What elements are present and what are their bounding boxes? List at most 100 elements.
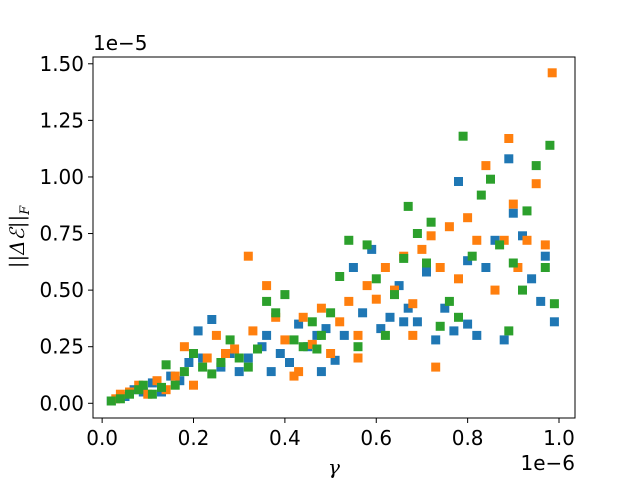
data-point-s0-p9	[193, 326, 203, 336]
data-point-s2-p42	[467, 251, 477, 261]
y-axis-ticks: 0.00 0.25 0.50 0.75 1.00 1.25 1.50	[39, 52, 93, 415]
data-point-s1-p35	[431, 362, 441, 372]
data-point-s1-p14	[243, 251, 253, 261]
data-point-s2-p27	[344, 235, 354, 245]
data-point-s1-p52	[294, 367, 304, 377]
data-point-s2-p12	[207, 369, 217, 379]
data-point-s2-p51	[540, 263, 550, 272]
data-point-s0-p15	[243, 353, 253, 363]
data-point-s2-p17	[253, 344, 262, 354]
data-point-s1-p33	[417, 244, 427, 254]
data-point-s1-p10	[202, 353, 212, 363]
data-point-s2-p26	[335, 272, 345, 281]
data-point-s1-p6	[161, 385, 171, 395]
data-point-s2-p38	[435, 321, 445, 331]
y-tick-label: 0.75	[39, 222, 84, 246]
data-point-s2-p10	[189, 349, 198, 358]
data-point-s2-p31	[380, 330, 390, 340]
data-point-s2-p40	[454, 312, 463, 322]
data-point-s0-p23	[321, 324, 331, 334]
x-axis-ticks: 0.0 0.2 0.4 0.6 0.8 1.0	[86, 418, 575, 450]
data-point-s0-p33	[412, 317, 422, 327]
data-point-s2-p25	[326, 308, 336, 318]
x-tick-label: 0.0	[86, 426, 118, 450]
data-point-s2-p8	[170, 380, 180, 390]
data-point-s2-p11	[198, 362, 208, 372]
data-point-s0-p20	[294, 319, 304, 329]
data-point-s0-p41	[481, 263, 491, 272]
data-point-s0-p26	[348, 263, 358, 272]
data-point-s0-p48	[536, 296, 546, 306]
data-point-s1-p32	[408, 299, 418, 309]
data-point-s0-p54	[262, 330, 272, 340]
data-point-s1-p50	[508, 199, 518, 209]
data-point-s0-p40	[472, 330, 482, 340]
data-point-s0-p10	[198, 353, 208, 363]
data-point-s2-p24	[316, 330, 326, 340]
data-point-s0-p28	[367, 244, 377, 254]
data-point-s0-p44	[504, 154, 514, 164]
data-point-s1-p16	[262, 281, 272, 291]
data-point-s2-p16	[243, 362, 253, 372]
data-point-s1-p53	[353, 353, 363, 363]
data-point-s0-p29	[376, 324, 386, 334]
data-point-s1-p23	[326, 349, 336, 358]
x-offset-text: 1e−6	[520, 451, 575, 475]
data-point-s2-p18	[262, 296, 272, 306]
data-point-s1-p36	[435, 263, 445, 272]
x-tick-label: 0.8	[452, 426, 484, 450]
data-point-s1-p4	[143, 389, 153, 399]
plot-frame	[92, 56, 576, 419]
y-offset-text: 1e−5	[93, 31, 148, 55]
data-point-s2-p28	[353, 342, 363, 352]
data-point-s0-p27	[358, 308, 368, 318]
data-point-s1-p34	[426, 231, 436, 241]
data-point-s0-p5	[157, 387, 166, 397]
data-point-s2-p20	[280, 290, 290, 300]
data-point-s2-p47	[508, 258, 518, 268]
y-tick-label: 1.00	[39, 165, 84, 189]
data-point-s2-p53	[549, 299, 559, 309]
data-point-s0-p50	[549, 317, 559, 327]
data-point-s2-p15	[234, 353, 244, 363]
data-point-s1-p38	[454, 274, 463, 284]
data-point-s0-p47	[527, 274, 537, 284]
data-point-s1-p49	[547, 68, 557, 78]
data-point-s0-p30	[385, 312, 395, 322]
x-tick-label: 0.6	[360, 426, 392, 450]
data-point-s0-p7	[175, 376, 185, 386]
x-axis-label: γ	[328, 455, 340, 479]
data-point-s1-p45	[513, 263, 523, 272]
data-point-s0-p45	[508, 208, 518, 218]
y-tick-label: 1.50	[39, 52, 84, 76]
data-point-s1-p39	[463, 213, 473, 223]
data-point-s1-p29	[380, 263, 390, 272]
data-point-s2-p7	[161, 360, 171, 370]
data-point-s1-p27	[362, 281, 372, 291]
data-point-s2-p39	[444, 296, 454, 306]
y-tick-label: 0.50	[39, 278, 84, 302]
data-point-s0-p39	[463, 256, 473, 266]
x-tick-label: 0.2	[178, 426, 210, 450]
data-point-s1-p19	[289, 371, 299, 381]
data-point-s2-p34	[403, 201, 413, 211]
data-point-s2-p33	[399, 253, 409, 263]
data-point-s0-p32	[403, 303, 413, 313]
data-point-s1-p20	[298, 312, 308, 322]
data-point-s2-p3	[134, 385, 144, 395]
data-point-s1-p41	[481, 161, 491, 171]
data-point-s2-p1	[115, 394, 125, 404]
data-point-s2-p6	[157, 382, 166, 392]
data-point-s1-p28	[371, 294, 381, 304]
data-point-s0-p34	[422, 267, 431, 277]
data-point-s0-p43	[499, 335, 509, 345]
data-point-s0-p24	[330, 355, 340, 365]
data-point-s2-p46	[504, 326, 514, 336]
data-point-s1-p8	[179, 342, 189, 352]
data-point-s0-p18	[275, 349, 285, 358]
data-point-s2-p29	[362, 240, 372, 250]
data-point-s2-p45	[495, 240, 505, 250]
y-tick-label: 1.25	[39, 108, 84, 132]
data-point-s1-p42	[490, 285, 500, 295]
data-point-s2-p52	[545, 140, 555, 150]
